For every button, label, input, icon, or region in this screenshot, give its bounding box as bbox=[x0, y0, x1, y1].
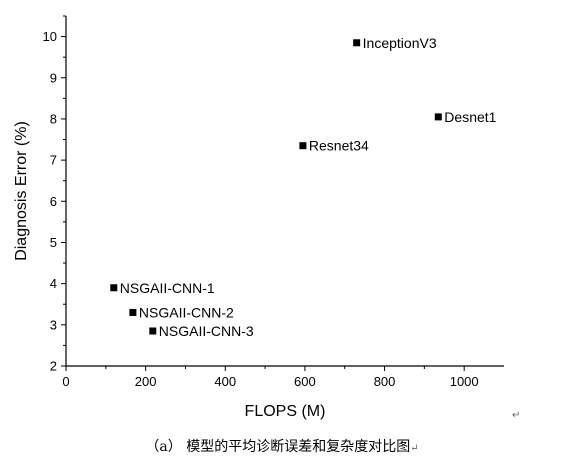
data-point-marker bbox=[129, 308, 137, 316]
figure-caption: （a） 模型的平均诊断误差和复杂度对比图↵ bbox=[0, 436, 564, 456]
data-point-marker bbox=[149, 327, 157, 335]
caption-text: （a） 模型的平均诊断误差和复杂度对比图 bbox=[145, 439, 411, 455]
data-point-label: NSGAII-CNN-2 bbox=[139, 304, 234, 320]
data-points: InceptionV3 Desnet1 Resnet34 NSGAII-CNN-1 NS… bbox=[110, 35, 497, 339]
data-point-label: Desnet1 bbox=[444, 109, 496, 125]
data-point-marker bbox=[110, 284, 118, 292]
data-point-marker bbox=[299, 142, 307, 150]
data-point-marker bbox=[353, 39, 361, 47]
axes bbox=[65, 16, 504, 367]
caption-return-mark: ↵ bbox=[410, 443, 419, 454]
data-point-label: Resnet34 bbox=[309, 138, 369, 154]
data-point-label: NSGAII-CNN-3 bbox=[159, 323, 254, 339]
y-tick-label: 10 bbox=[43, 29, 57, 44]
data-point-marker bbox=[434, 113, 442, 121]
data-point-label: NSGAII-CNN-1 bbox=[120, 280, 215, 296]
data-point-label: InceptionV3 bbox=[363, 35, 437, 51]
y-tick-label: 4 bbox=[50, 276, 57, 291]
x-tick-label: 1000 bbox=[450, 374, 479, 389]
paragraph-return-mark: ↵ bbox=[512, 410, 521, 421]
y-tick-label: 3 bbox=[50, 317, 57, 332]
y-tick-label: 2 bbox=[50, 359, 57, 374]
x-tick-label: 800 bbox=[374, 374, 396, 389]
ticks: 0 200 400 600 800 1000 2 3 4 5 6 7 8 9 10 bbox=[43, 15, 479, 389]
y-tick-label: 8 bbox=[50, 111, 57, 126]
y-axis-title: Diagnosis Error (%) bbox=[13, 121, 30, 261]
y-tick-label: 5 bbox=[50, 235, 57, 250]
x-tick-label: 0 bbox=[62, 374, 69, 389]
x-tick-label: 200 bbox=[135, 374, 157, 389]
y-tick-label: 9 bbox=[50, 70, 57, 85]
x-tick-label: 600 bbox=[294, 374, 316, 389]
y-tick-label: 6 bbox=[50, 194, 57, 209]
y-tick-label: 7 bbox=[50, 153, 57, 168]
x-tick-label: 400 bbox=[214, 374, 236, 389]
x-axis-title: FLOPS (M) bbox=[245, 403, 326, 420]
